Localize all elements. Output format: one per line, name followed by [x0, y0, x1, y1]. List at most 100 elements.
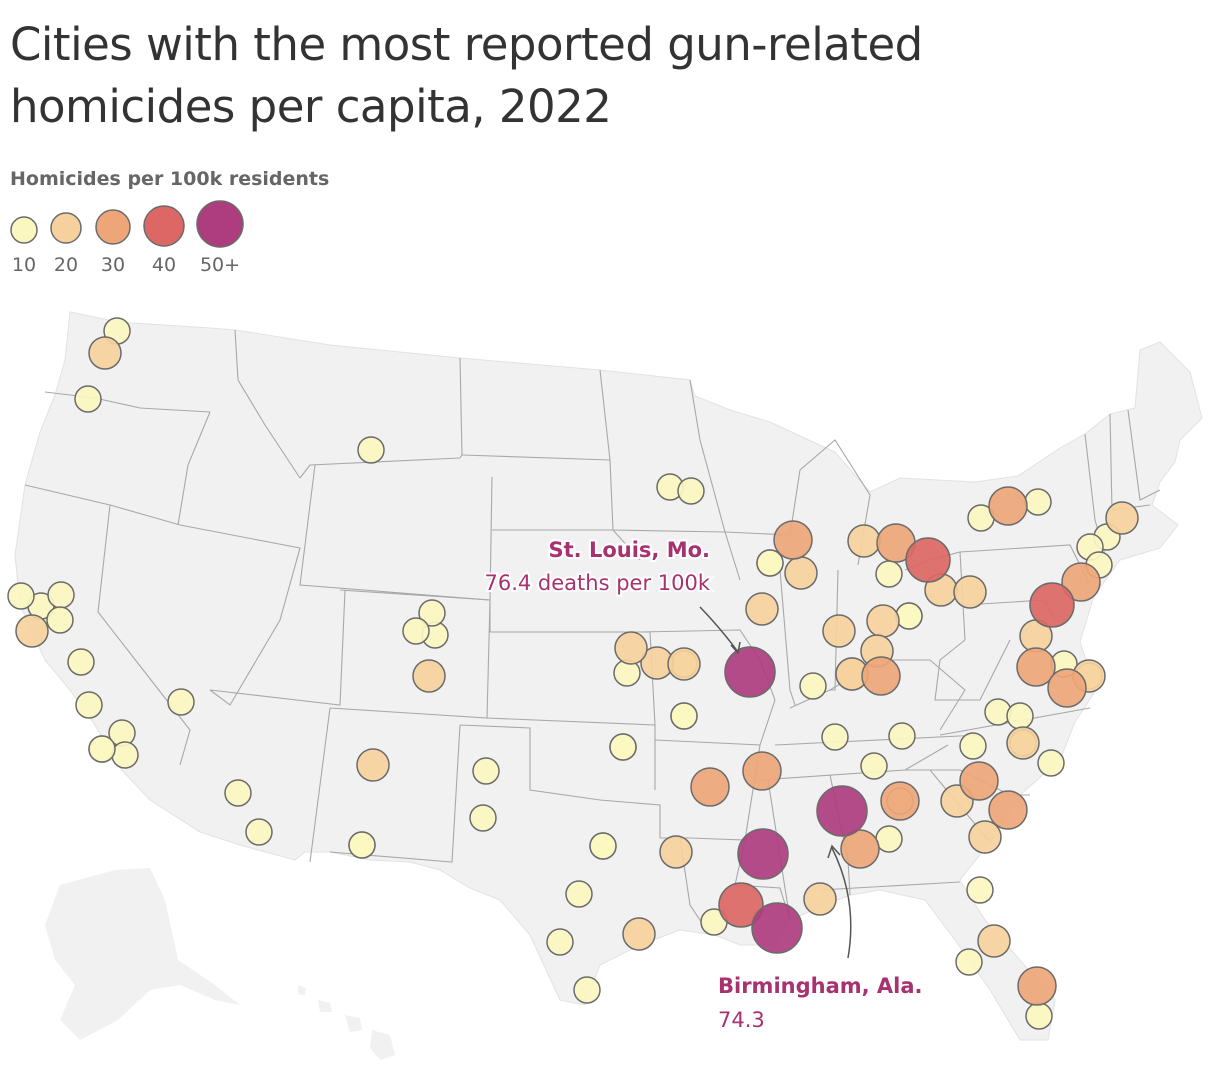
border-ca-nv [97, 504, 191, 766]
city-bubble-knoxville-tn [888, 722, 916, 750]
alaska-land [45, 868, 240, 1040]
legend-label-40: 40 [152, 254, 176, 276]
city-bubble-phoenix-az [224, 779, 252, 807]
city-bubble-st-paul-mn [677, 477, 705, 505]
annotation-st-louis-arrowhead [730, 641, 741, 655]
border-in-oh [830, 569, 839, 691]
border-ok-tx [459, 724, 661, 838]
border-ks-ok [486, 717, 656, 726]
city-bubble-stockton-ca [47, 581, 75, 609]
city-bubble-san-francisco-ca [7, 582, 35, 610]
annotation-birmingham-arrow [831, 847, 852, 959]
city-bubbles [7, 317, 1139, 1030]
city-bubble-fort-lauderdale-fl [1025, 1002, 1053, 1030]
city-bubble-portland-or [74, 385, 102, 413]
border-co [329, 589, 491, 719]
city-bubble-aurora-co [418, 599, 446, 627]
city-bubble-fort-wayne-in [821, 723, 849, 751]
border-il-in [779, 569, 796, 706]
city-bubble-omaha-ne [667, 647, 701, 681]
city-bubble-savannah-ga [968, 820, 1002, 854]
city-bubble-fort-worth-tx [589, 832, 617, 860]
city-bubble-charleston-sc [988, 790, 1028, 830]
city-bubble-oakland-ca [15, 614, 49, 648]
city-bubble-cleveland-oh [905, 537, 951, 583]
city-bubble-indianapolis-in [822, 614, 856, 648]
border-ut-az [209, 589, 346, 706]
city-bubble-boulder-co [402, 617, 430, 645]
city-bubble-harrisburg-pa [953, 575, 987, 609]
legend-item-40: 40 [143, 205, 185, 276]
chart-title: Cities with the most reported gun-relate… [10, 18, 923, 133]
city-bubble-tampa-fl [955, 948, 983, 976]
annotation-st-louis-arrow [699, 606, 739, 653]
city-bubble-albuquerque-nm [356, 748, 390, 782]
city-bubble-long-beach-ca [88, 735, 116, 763]
city-bubble-memphis-tn [742, 751, 782, 791]
legend-swatch-50-plus [196, 200, 244, 248]
city-bubble-columbus-ga [875, 825, 903, 853]
city-bubble-seattle-wa [88, 336, 122, 370]
city-bubble-columbus-oh [866, 604, 900, 638]
city-bubble-lexington-ky [895, 602, 923, 630]
border-mn-wi [689, 379, 741, 581]
city-bubble-toledo-oh [875, 560, 903, 588]
border-mt-south [299, 457, 461, 479]
legend-label-30: 30 [101, 254, 125, 276]
border-nv-east [179, 524, 301, 706]
annotation-st-louis-value: 76.4 deaths per 100k [484, 571, 710, 595]
border-az-nm [309, 707, 331, 863]
city-bubble-springfield-il [745, 592, 779, 626]
city-bubble-san-bernardino-ca [111, 741, 139, 769]
city-bubble-pittsburgh-pa [847, 524, 881, 558]
city-bubble-shreveport-la [659, 835, 693, 869]
annotation-birmingham-city: Birmingham, Ala. [718, 974, 923, 998]
legend-item-50-plus: 50+ [196, 200, 244, 276]
city-bubble-san-antonio-tx [546, 928, 574, 956]
legend-title: Homicides per 100k residents [10, 168, 330, 190]
city-bubble-corpus-christi-tx [573, 976, 601, 1004]
city-bubble-el-paso-tx [348, 831, 376, 859]
border-wv [934, 639, 1011, 701]
legend-swatch-30 [95, 209, 131, 245]
border-ga-fl [819, 881, 961, 891]
legend: 10 20 30 40 50+ [10, 200, 244, 276]
city-bubble-philadelphia-pa [1029, 582, 1075, 628]
city-bubble-montgomery-al [840, 829, 880, 869]
legend-item-20: 20 [50, 212, 82, 276]
legend-swatch-20 [50, 212, 82, 244]
city-bubble-fayetteville-nc [1006, 726, 1040, 760]
city-bubble-wichita-ks [670, 702, 698, 730]
city-bubble-gary-in [861, 656, 901, 696]
city-bubble-durham-nc [1006, 702, 1034, 730]
annotation-st-louis-city: St. Louis, Mo. [549, 538, 711, 562]
border-ia-mn [612, 529, 726, 533]
city-bubble-austin-tx [565, 880, 593, 908]
city-bubble-greenville-sc [959, 732, 987, 760]
city-bubble-jacksonville-fl [966, 876, 994, 904]
border-id-mt [234, 329, 301, 479]
city-bubble-kansas-city-ks [614, 631, 648, 665]
city-bubble-amarillo-tx [472, 757, 500, 785]
legend-label-10: 10 [12, 254, 36, 276]
city-bubble-charlotte-nc [959, 761, 999, 801]
border-id-west [177, 411, 211, 526]
annotation-st-louis: St. Louis, Mo. 76.4 deaths per 100k [482, 536, 741, 655]
legend-label-20: 20 [54, 254, 78, 276]
city-bubble-trenton-nj [1061, 562, 1101, 602]
border-wa-or [44, 391, 211, 413]
border-tn-ky [774, 734, 981, 746]
city-bubble-atlanta-ga [880, 781, 920, 821]
city-bubble-jackson-ms [737, 828, 789, 880]
city-bubble-san-jose-ca [46, 606, 74, 634]
city-bubble-reno-nv [67, 648, 95, 676]
border-wy [299, 464, 493, 601]
city-bubble-buffalo-ny [988, 486, 1028, 526]
city-bubble-mobile-al [803, 882, 837, 916]
legend-label-50-plus: 50+ [200, 254, 240, 276]
legend-item-10: 10 [10, 216, 38, 276]
city-bubble-baton-rouge-la [718, 882, 764, 928]
border-mi [789, 439, 871, 566]
city-bubble-little-rock-ar [690, 767, 730, 807]
city-bubble-orlando-fl [977, 924, 1011, 958]
